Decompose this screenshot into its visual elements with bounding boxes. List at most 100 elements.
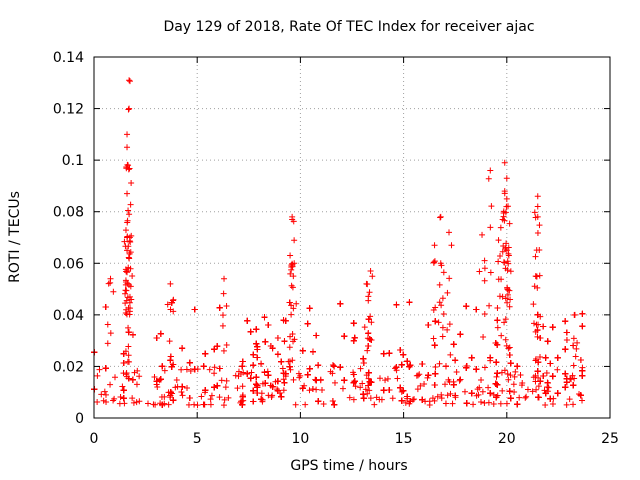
data-point	[119, 383, 126, 390]
data-point	[476, 384, 483, 391]
data-point	[493, 373, 500, 380]
data-point	[449, 400, 456, 407]
data-point	[320, 400, 327, 407]
data-point	[382, 377, 389, 384]
data-point	[350, 396, 357, 403]
data-point	[477, 399, 484, 406]
data-point	[511, 373, 518, 380]
data-point	[130, 399, 137, 406]
data-point	[417, 382, 424, 389]
data-point	[533, 386, 540, 393]
data-point	[535, 383, 542, 390]
data-point	[216, 394, 223, 401]
data-point	[357, 384, 364, 391]
data-point	[438, 391, 445, 398]
data-point	[329, 370, 336, 377]
data-point	[221, 396, 228, 403]
data-point	[183, 366, 190, 373]
data-point	[359, 380, 366, 387]
data-point	[542, 402, 549, 409]
data-point	[411, 396, 418, 403]
data-point	[438, 395, 445, 402]
data-point	[398, 388, 405, 395]
data-point	[507, 372, 514, 379]
data-point	[532, 372, 539, 379]
data-point	[235, 368, 242, 375]
data-point	[505, 376, 512, 383]
data-point	[424, 374, 431, 381]
data-point	[415, 372, 422, 379]
data-point	[447, 390, 454, 397]
data-point	[107, 381, 114, 388]
data-point	[152, 401, 159, 408]
data-point	[481, 400, 488, 407]
data-point	[206, 366, 213, 373]
data-point	[389, 395, 396, 402]
data-point	[541, 387, 548, 394]
data-point	[406, 400, 413, 407]
data-point	[371, 401, 378, 408]
data-point	[570, 401, 577, 408]
data-point	[129, 395, 136, 402]
data-point	[510, 381, 517, 388]
data-point	[516, 394, 523, 401]
data-point	[165, 401, 172, 408]
data-point	[290, 376, 297, 383]
data-point	[280, 376, 287, 383]
data-point	[173, 376, 180, 383]
data-point	[154, 384, 161, 391]
data-point	[409, 396, 416, 403]
data-point	[94, 372, 101, 379]
data-point	[100, 397, 107, 404]
data-point	[384, 375, 391, 382]
data-point	[94, 398, 101, 405]
data-point	[366, 387, 373, 394]
data-point	[306, 387, 313, 394]
data-point	[207, 396, 214, 403]
data-point	[111, 395, 118, 402]
data-point	[501, 367, 508, 374]
data-point	[292, 401, 299, 408]
data-point	[133, 399, 140, 406]
data-point	[461, 388, 468, 395]
data-point	[184, 385, 191, 392]
data-point	[280, 387, 287, 394]
data-point	[96, 366, 103, 373]
data-point	[524, 386, 531, 393]
data-point	[445, 376, 452, 383]
data-point	[378, 396, 385, 403]
data-point	[511, 389, 518, 396]
data-point	[136, 373, 143, 380]
data-point	[475, 391, 482, 398]
data-point	[499, 387, 506, 394]
data-point	[220, 402, 227, 409]
data-point	[545, 384, 552, 391]
data-point	[357, 365, 364, 372]
data-point	[211, 370, 218, 377]
data-point	[434, 393, 441, 400]
data-point	[331, 379, 338, 386]
data-point	[479, 388, 486, 395]
data-point	[402, 399, 409, 406]
data-point	[234, 385, 241, 392]
data-point	[208, 392, 215, 399]
data-point	[365, 375, 372, 382]
data-point	[161, 367, 168, 374]
data-point	[456, 377, 463, 384]
data-point	[158, 393, 165, 400]
data-point	[414, 386, 421, 393]
data-point	[302, 401, 309, 408]
data-point	[431, 397, 438, 404]
grid	[94, 57, 610, 418]
data-point	[110, 397, 117, 404]
data-point	[222, 384, 229, 391]
data-point	[568, 376, 575, 383]
data-point	[156, 377, 163, 384]
data-point	[136, 398, 143, 405]
data-point	[301, 382, 308, 389]
data-point	[295, 370, 302, 377]
data-point	[313, 386, 320, 393]
data-point	[453, 369, 460, 376]
data-point	[134, 367, 141, 374]
data-point	[563, 401, 570, 408]
